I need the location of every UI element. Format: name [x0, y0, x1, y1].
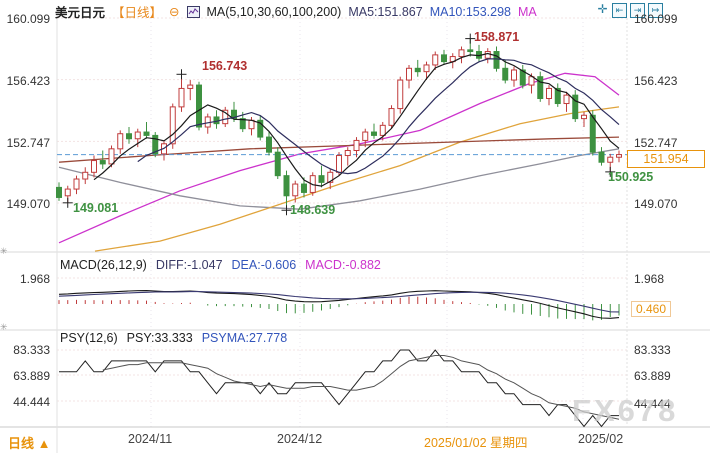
timeframe-arrow-icon: ▲ — [37, 436, 51, 451]
crosshair-icon[interactable]: ✛ — [597, 2, 608, 16]
psy-tick-right: 63.889 — [634, 369, 671, 383]
macd-title[interactable]: MACD(26,12,9) — [60, 258, 147, 272]
psy-tick-left: 63.889 — [13, 369, 50, 383]
snap-right-icon[interactable]: ⇥ — [630, 3, 645, 18]
psy-tick-left: 44.444 — [13, 395, 50, 409]
date-tick: 2024/12 — [277, 432, 323, 446]
macd-dea-value: DEA:-0.606 — [231, 258, 297, 272]
ma-settings-label[interactable]: MA(5,10,30,60,100,200) — [206, 4, 342, 19]
ma30-value-truncated: MA — [518, 4, 537, 19]
timeframe-label: 日线 — [8, 436, 35, 451]
goto-latest-icon[interactable]: ↦ — [648, 3, 663, 18]
macd-tick-right: 1.968 — [634, 272, 665, 286]
macd-value: MACD:-0.882 — [305, 258, 381, 272]
macd-pane-settings-icon[interactable]: ✳ — [0, 246, 8, 256]
macd-current-badge: 0.460 — [631, 301, 672, 317]
date-tick: 2024/11 — [128, 432, 173, 446]
watermark: FX678 — [572, 393, 679, 428]
low-label: 148.639 — [290, 203, 336, 217]
price-tick-left: 156.423 — [6, 74, 50, 88]
date-tick: 2025/02 — [578, 432, 624, 446]
snap-left-icon[interactable]: ⇤ — [612, 3, 627, 18]
price-tick-right: 160.099 — [634, 12, 678, 26]
psy-value: PSY:33.333 — [126, 331, 193, 345]
price-tick-left: 152.747 — [6, 136, 50, 150]
low-label: 149.081 — [73, 201, 119, 215]
psy-tick-left: 83.333 — [13, 343, 50, 357]
chart-toolbar: ✛ ⇤ ⇥ ↦ — [596, 3, 663, 18]
psy-header: PSY(12,6) PSY:33.333 PSYMA:27.778 — [60, 331, 287, 345]
current-price-badge: 151.954 — [627, 150, 705, 168]
psy-tick-right: 83.333 — [634, 343, 671, 357]
chart-header: 美元日元 【日线】 ⊖ MA(5,10,30,60,100,200) MA5:1… — [55, 2, 537, 21]
psy-pane-settings-icon[interactable]: ✳ — [0, 322, 8, 332]
ma10-value: MA10:153.298 — [429, 4, 512, 19]
macd-header: MACD(26,12,9) DIFF:-1.047 DEA:-0.606 MAC… — [60, 258, 381, 272]
price-tick-left: 160.099 — [6, 12, 50, 26]
timeframe-selector[interactable]: 日线 ▲ — [8, 433, 51, 452]
period-tag[interactable]: 【日线】 — [112, 6, 163, 20]
psy-title[interactable]: PSY(12,6) — [60, 331, 118, 345]
collapse-icon[interactable]: ⊖ — [169, 5, 180, 19]
high-label: 156.743 — [202, 59, 248, 73]
symbol-name: 美元日元 — [55, 6, 106, 20]
psy-tick-right: 44.444 — [634, 397, 671, 411]
macd-tick-left: 1.968 — [19, 272, 50, 286]
price-tick-right: 149.070 — [634, 197, 678, 211]
high-label: 158.871 — [474, 30, 520, 44]
price-tick-left: 149.070 — [6, 197, 50, 211]
ma5-value: MA5:151.867 — [348, 4, 423, 19]
macd-diff-value: DIFF:-1.047 — [155, 258, 223, 272]
indicator-chart-icon[interactable] — [186, 5, 200, 18]
price-tick-right: 152.747 — [634, 136, 678, 150]
low-label: 150.925 — [608, 170, 654, 184]
psyma-value: PSYMA:27.778 — [201, 331, 288, 345]
date-tick-selected: 2025/01/02 星期四 — [424, 436, 528, 450]
price-tick-right: 156.423 — [634, 74, 678, 88]
